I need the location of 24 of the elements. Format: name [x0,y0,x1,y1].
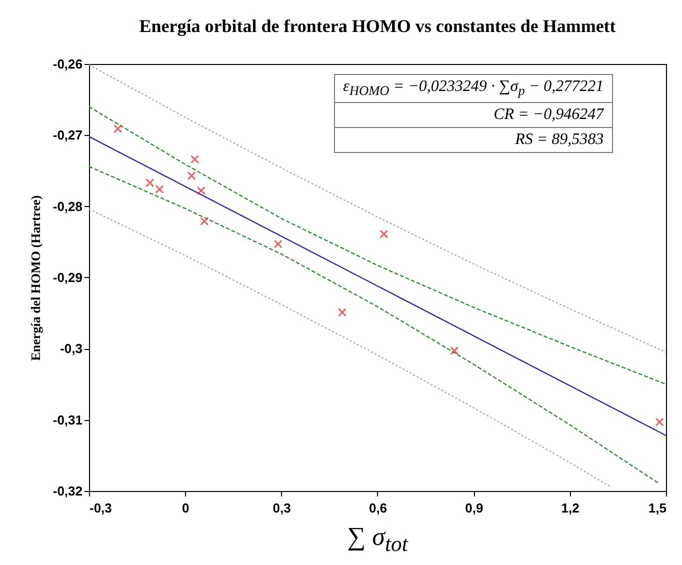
y-tick-label: -0,29 [52,270,82,285]
y-tick-label: -0,27 [52,128,82,143]
y-tick-label: -0,28 [52,198,82,214]
line-series [89,106,666,385]
y-axis-title: Energía del HOMO (Hartree) [28,195,43,361]
x-tick-label: -0,3 [90,500,112,516]
y-tick-label: -0,31 [52,412,82,428]
x-tick-label: 1,2 [561,500,580,516]
y-tick-label: -0,3 [60,341,82,356]
x-tick-label: 0,9 [465,500,484,516]
x-tick-label: 0 [182,500,190,516]
line-series [89,64,666,353]
x-axis-title: ∑ σ$_{tot}$ [346,522,410,558]
y-tick-label: -0,26 [52,56,82,72]
annotation: RS = 89,5383 [334,128,612,153]
x-tick-label: 0,3 [272,500,291,516]
chart-title: Energía orbital de frontera HOMO vs constantes de Hammett [139,16,616,36]
line-series [89,208,612,488]
y-tick-label: -0,32 [52,484,82,498]
line-series [89,166,660,484]
x-tick-label: 0,6 [368,500,388,516]
annotation: ε$_{HOMO}$ = −0,0233249 · ∑σ$_{p}$ − 0,277221 [334,74,612,103]
annotation: CR = −0,946247 [334,102,612,128]
x-tick-label: 1,5 [648,500,666,516]
